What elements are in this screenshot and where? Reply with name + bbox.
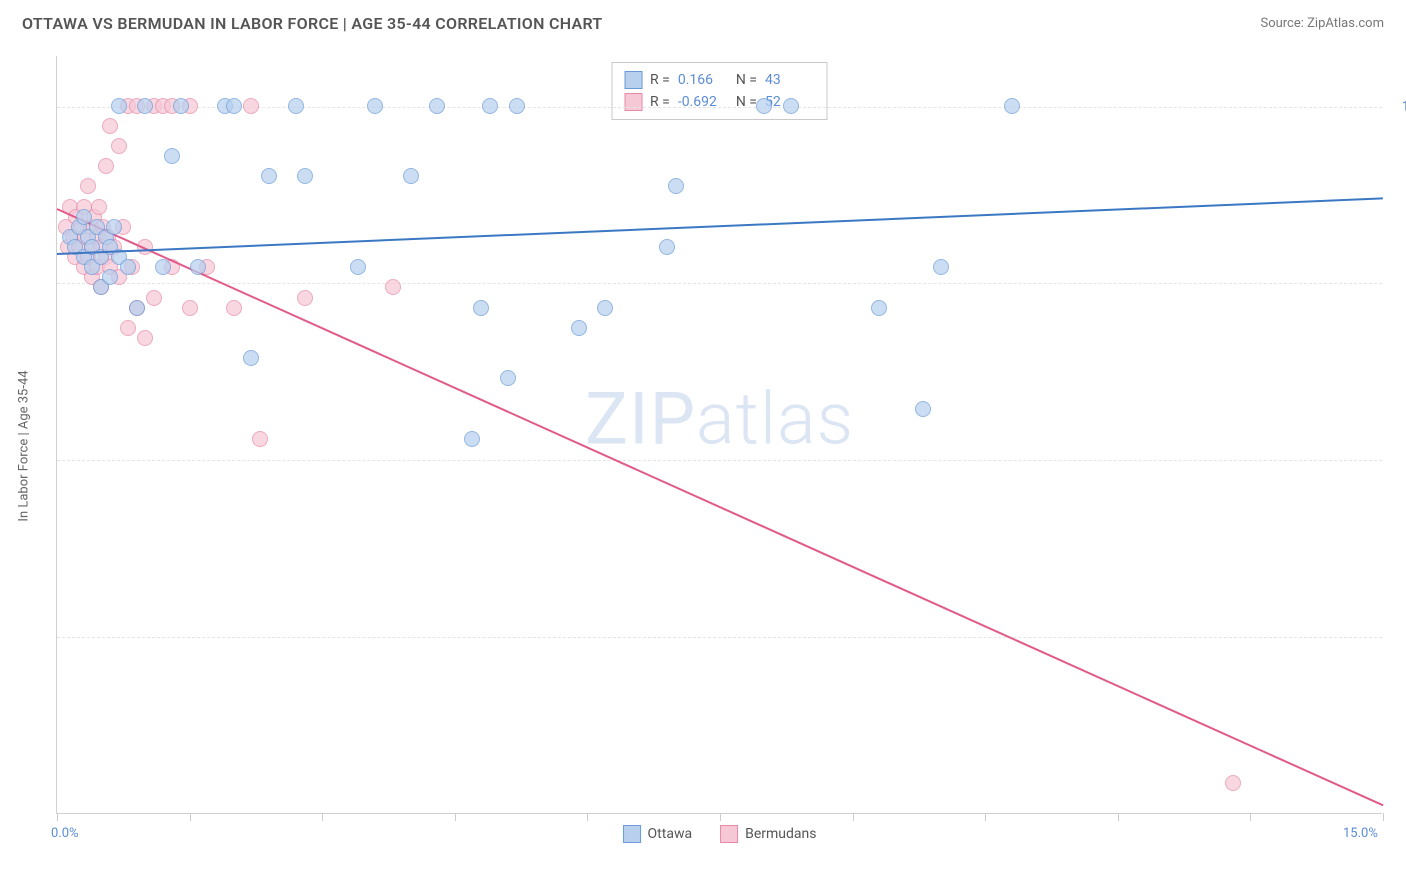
- gridline: [57, 460, 1382, 461]
- data-point: [403, 168, 419, 184]
- data-point: [482, 98, 498, 114]
- x-tick: [455, 813, 456, 821]
- data-point: [155, 259, 171, 275]
- y-tick-label: 47.5%: [1388, 630, 1406, 645]
- swatch-icon: [624, 93, 642, 111]
- data-point: [367, 98, 383, 114]
- r-value: -0.692: [678, 91, 728, 113]
- data-point: [243, 350, 259, 366]
- legend-label: Bermudans: [745, 826, 816, 842]
- data-point: [1225, 775, 1241, 791]
- x-tick: [587, 813, 588, 821]
- data-point: [871, 300, 887, 316]
- stats-row: R = 0.166 N = 43: [624, 69, 815, 91]
- data-point: [129, 300, 145, 316]
- x-tick: [322, 813, 323, 821]
- x-tick: [1383, 813, 1384, 821]
- y-tick-label: 65.0%: [1388, 453, 1406, 468]
- data-point: [933, 259, 949, 275]
- data-point: [111, 98, 127, 114]
- r-value: 0.166: [678, 69, 728, 91]
- data-point: [597, 300, 613, 316]
- data-point: [226, 300, 242, 316]
- data-point: [243, 98, 259, 114]
- x-tick: [57, 813, 58, 821]
- data-point: [297, 290, 313, 306]
- n-label: N =: [736, 69, 757, 91]
- x-tick: [1250, 813, 1251, 821]
- legend-item: Ottawa: [623, 825, 693, 843]
- source-attribution: Source: ZipAtlas.com: [1260, 16, 1384, 31]
- data-point: [659, 239, 675, 255]
- data-point: [190, 259, 206, 275]
- data-point: [288, 98, 304, 114]
- data-point: [571, 320, 587, 336]
- n-label: N =: [736, 91, 757, 113]
- legend-item: Bermudans: [720, 825, 816, 843]
- x-tick: [1118, 813, 1119, 821]
- data-point: [297, 168, 313, 184]
- data-point: [226, 98, 242, 114]
- gridline: [57, 283, 1382, 284]
- y-tick-label: 82.5%: [1388, 276, 1406, 291]
- chart-title: OTTAWA VS BERMUDAN IN LABOR FORCE | AGE …: [22, 14, 603, 33]
- data-point: [102, 269, 118, 285]
- data-point: [429, 98, 445, 114]
- data-point: [146, 290, 162, 306]
- data-point: [668, 178, 684, 194]
- data-point: [120, 259, 136, 275]
- data-point: [164, 148, 180, 164]
- data-point: [385, 279, 401, 295]
- gridline: [57, 637, 1382, 638]
- y-axis-label: In Labor Force | Age 35-44: [17, 370, 32, 521]
- data-point: [509, 98, 525, 114]
- data-point: [473, 300, 489, 316]
- data-point: [137, 330, 153, 346]
- data-point: [915, 401, 931, 417]
- watermark-text: ZIPatlas: [585, 377, 854, 462]
- legend: Ottawa Bermudans: [623, 825, 817, 843]
- r-label: R =: [650, 69, 670, 91]
- data-point: [98, 158, 114, 174]
- data-point: [91, 199, 107, 215]
- data-point: [261, 168, 277, 184]
- data-point: [252, 431, 268, 447]
- data-point: [500, 370, 516, 386]
- swatch-icon: [720, 825, 738, 843]
- data-point: [102, 118, 118, 134]
- x-tick: [853, 813, 854, 821]
- x-tick-label: 15.0%: [1343, 826, 1378, 841]
- data-point: [1004, 98, 1020, 114]
- data-point: [106, 219, 122, 235]
- x-tick: [190, 813, 191, 821]
- x-tick-label: 0.0%: [51, 826, 79, 841]
- swatch-icon: [623, 825, 641, 843]
- data-point: [464, 431, 480, 447]
- legend-label: Ottawa: [648, 826, 693, 842]
- data-point: [756, 98, 772, 114]
- chart-plot-area: ZIPatlas R = 0.166 N = 43 R = -0.692 N =…: [56, 56, 1382, 814]
- trend-line: [57, 197, 1383, 255]
- data-point: [182, 300, 198, 316]
- swatch-icon: [624, 71, 642, 89]
- data-point: [120, 320, 136, 336]
- data-point: [350, 259, 366, 275]
- data-point: [111, 138, 127, 154]
- trend-line: [57, 208, 1384, 806]
- y-tick-label: 100.0%: [1388, 99, 1406, 114]
- x-tick: [985, 813, 986, 821]
- data-point: [137, 98, 153, 114]
- n-value: 43: [765, 69, 815, 91]
- data-point: [80, 178, 96, 194]
- x-tick: [720, 813, 721, 821]
- data-point: [783, 98, 799, 114]
- data-point: [173, 98, 189, 114]
- r-label: R =: [650, 91, 670, 113]
